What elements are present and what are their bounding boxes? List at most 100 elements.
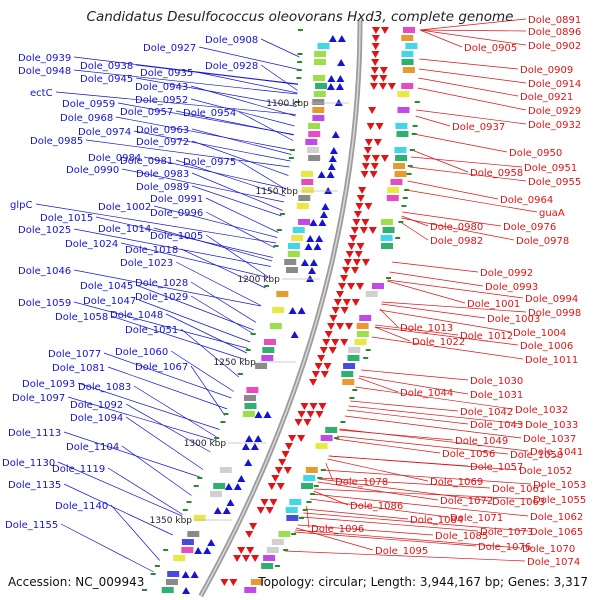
gc-mark — [289, 149, 295, 151]
gc-mark — [302, 509, 308, 511]
genome-backbone — [198, 20, 363, 598]
gc-mark — [320, 469, 326, 471]
right-strand-feature — [336, 323, 345, 330]
annotation-block — [181, 547, 194, 553]
left-strand-feature — [250, 443, 259, 450]
gene-label-right: Dole_0891 — [528, 15, 581, 26]
gc-mark — [142, 589, 148, 591]
right-strand-feature — [278, 459, 287, 466]
gene-label-right: Dole_1072 — [440, 496, 493, 507]
gene-label-left: Dole_0954 — [183, 108, 236, 119]
gene-label-connector — [359, 375, 469, 395]
annotation-block — [173, 555, 186, 561]
left-strand-feature — [233, 483, 242, 490]
right-strand-feature — [371, 43, 380, 50]
annotation-block — [301, 187, 314, 193]
left-strand-feature — [318, 219, 327, 226]
gc-mark — [150, 573, 156, 575]
gc-mark — [404, 189, 410, 191]
annotation-block — [402, 67, 415, 73]
right-strand-feature — [294, 419, 303, 426]
gene-label-connector — [110, 315, 245, 360]
gene-label-connector — [417, 87, 527, 111]
left-strand-feature — [319, 211, 328, 218]
gene-label-right: Dole_1032 — [515, 405, 568, 416]
annotation-block — [296, 203, 309, 209]
left-strand-feature — [321, 203, 330, 210]
gene-label-connector — [135, 64, 299, 85]
gene-label-connector — [103, 352, 232, 399]
right-strand-feature — [371, 51, 380, 58]
gene-label-connector — [401, 217, 515, 241]
annotation-block — [390, 179, 403, 185]
gc-mark — [349, 397, 355, 399]
gc-mark — [306, 501, 312, 503]
gene-labels: Dole_0908Dole_0927Dole_0939Dole_0938Dole… — [2, 15, 586, 568]
gene-label-left: Dole_0972 — [136, 137, 189, 148]
gc-mark — [214, 437, 220, 439]
gene-label-right: Dole_1065 — [530, 527, 583, 538]
gene-label-left: Dole_1081 — [52, 363, 105, 374]
gene-label-connector — [57, 461, 183, 517]
annotation-block — [401, 59, 414, 65]
gene-label-connector — [175, 159, 286, 197]
annotation-block — [307, 123, 320, 129]
gene-label-connector — [413, 133, 508, 153]
kbp-tick-label: 1350 kbp — [150, 516, 193, 526]
left-strand-feature — [244, 459, 253, 466]
right-strand-feature — [249, 523, 258, 530]
right-strand-feature — [340, 339, 349, 346]
annotation-block — [213, 483, 226, 489]
gene-label-right: Dole_0994 — [525, 294, 578, 305]
annotation-block — [161, 587, 174, 593]
gene-label-left: Dole_1029 — [135, 292, 188, 303]
gene-label-connector — [121, 168, 285, 203]
left-strand-feature — [306, 275, 315, 282]
gene-label-connector — [322, 469, 532, 485]
gc-mark — [340, 421, 346, 423]
right-strand-feature — [356, 283, 365, 290]
annotation-block — [308, 155, 321, 161]
gene-label-connector — [339, 429, 454, 441]
right-strand-feature — [345, 251, 354, 258]
annotation-block — [263, 339, 276, 345]
gene-label-left: Dole_0927 — [143, 43, 196, 54]
left-strand-feature — [226, 499, 235, 506]
annotation-block — [308, 131, 321, 137]
gene-label-left: Dole_0989 — [136, 182, 189, 193]
gene-label-right: Dole_1070 — [522, 544, 575, 555]
left-strand-feature — [254, 435, 263, 442]
right-strand-feature — [360, 171, 369, 178]
gene-label-right: Dole_0976 — [503, 222, 556, 233]
gene-label-connector — [328, 455, 518, 471]
gene-label-connector — [190, 365, 226, 416]
left-strand-feature — [300, 259, 309, 266]
gc-mark — [223, 413, 229, 415]
right-strand-feature — [322, 339, 331, 346]
gc-mark — [297, 53, 303, 55]
left-strand-feature — [326, 83, 335, 90]
left-strand-feature — [224, 483, 233, 490]
right-strand-feature — [345, 323, 354, 330]
right-strand-feature — [368, 227, 377, 234]
annotation-block — [307, 147, 320, 153]
gene-label-right: guaA — [539, 208, 565, 219]
gene-label-right: Dole_1031 — [470, 390, 523, 401]
right-strand-feature — [324, 331, 333, 338]
gene-label-connector — [120, 242, 269, 278]
right-strand-feature — [370, 163, 379, 170]
right-strand-feature — [364, 139, 373, 146]
gene-label-right: Dole_0902 — [528, 41, 581, 52]
gene-label-left: Dole_0968 — [60, 113, 113, 124]
gene-label-right: Dole_0921 — [520, 92, 573, 103]
gene-label-right: Dole_1095 — [375, 546, 428, 557]
right-strand-feature — [283, 467, 292, 474]
gene-label-connector — [60, 523, 154, 573]
annotation-block — [359, 315, 372, 321]
gene-label-connector — [379, 308, 399, 328]
right-strand-feature — [387, 83, 396, 90]
gene-label-connector — [153, 205, 278, 238]
gene-label-right: Dole_0993 — [485, 282, 538, 293]
annotation-block — [315, 83, 328, 89]
right-strand-feature — [229, 579, 238, 586]
